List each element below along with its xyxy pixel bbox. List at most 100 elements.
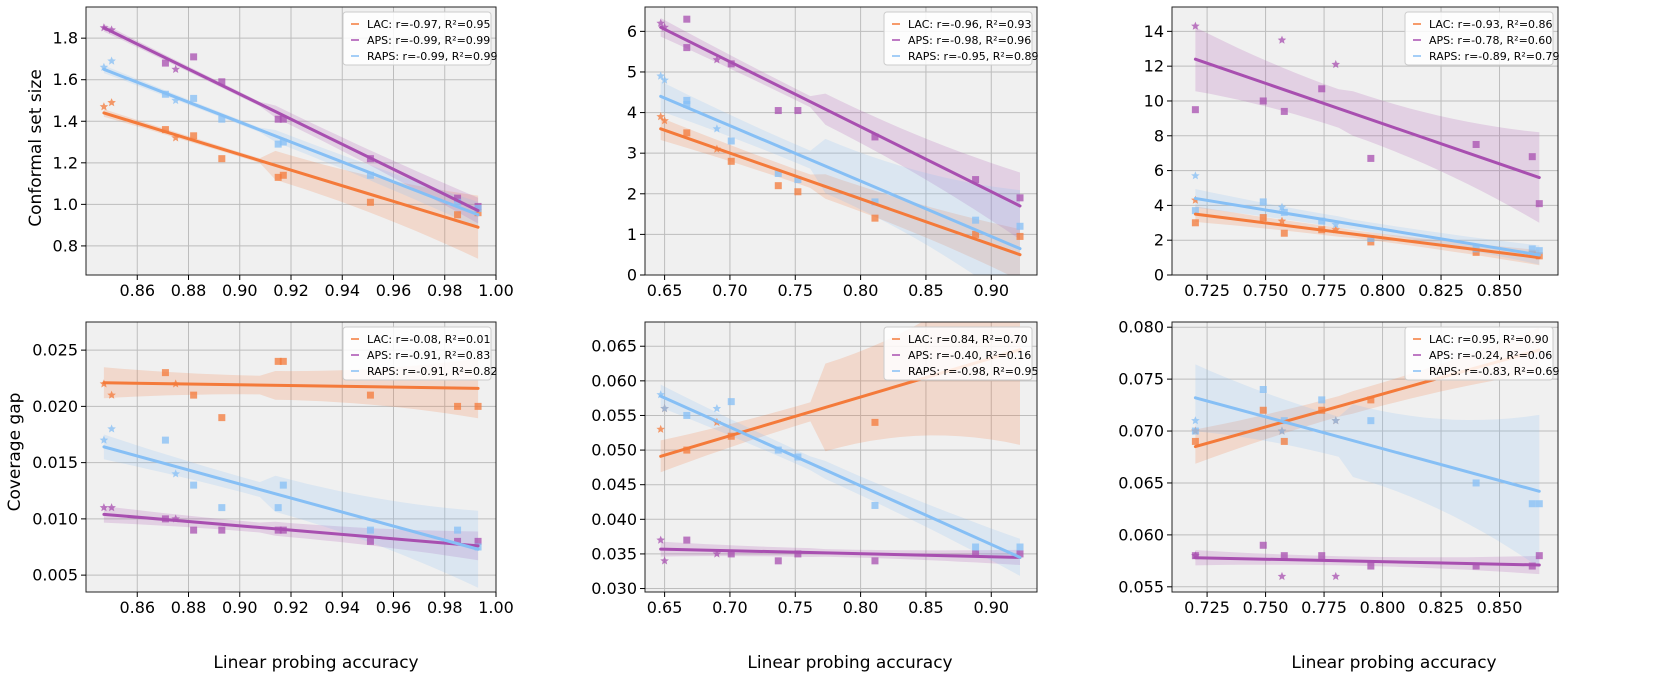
point-square-aps bbox=[972, 176, 980, 184]
plot-frame bbox=[1171, 321, 1559, 593]
confidence-band-raps bbox=[660, 384, 1020, 576]
point-square-raps bbox=[972, 543, 980, 551]
point-square-aps bbox=[454, 537, 462, 545]
y-tick-label: 0 bbox=[627, 266, 637, 285]
point-square-aps bbox=[871, 133, 879, 141]
plot-frame bbox=[644, 6, 1038, 276]
point-star-lac bbox=[171, 133, 180, 142]
fit-line-aps bbox=[1193, 57, 1541, 180]
confidence-band-lac bbox=[660, 117, 1020, 275]
point-square-raps bbox=[1191, 207, 1199, 215]
fit-line-lac bbox=[1193, 212, 1541, 260]
point-square-raps bbox=[871, 198, 879, 206]
point-square-raps bbox=[1318, 217, 1326, 225]
y-tick-label: 0.025 bbox=[32, 341, 78, 360]
x-tick-label: 0.96 bbox=[376, 598, 412, 617]
y-tick-label: 0.075 bbox=[1118, 370, 1164, 389]
x-tick-label: 1.00 bbox=[478, 598, 514, 617]
point-square-aps bbox=[1528, 153, 1536, 161]
point-star-raps bbox=[107, 424, 116, 433]
point-star-raps bbox=[1277, 426, 1287, 435]
point-square-raps bbox=[1259, 198, 1267, 206]
point-square-aps bbox=[1016, 194, 1024, 202]
point-square-lac bbox=[274, 173, 282, 181]
point-star-aps bbox=[1331, 571, 1340, 581]
point-square-aps bbox=[279, 115, 287, 123]
legend-box bbox=[1404, 11, 1554, 66]
point-square-aps bbox=[1535, 200, 1543, 208]
point-star-aps bbox=[1277, 35, 1287, 44]
point-square-raps bbox=[683, 411, 691, 419]
point-square-aps bbox=[474, 537, 482, 545]
legend: LAC: r=-0.93, R²=0.86 APS: r=-0.78, R²=0.… bbox=[1404, 11, 1560, 66]
y-tick-label: 5 bbox=[627, 62, 637, 81]
point-square-lac bbox=[1280, 229, 1288, 237]
point-star-aps bbox=[660, 22, 669, 31]
point-square-raps bbox=[1535, 500, 1543, 508]
y-tick-label: 0.015 bbox=[32, 453, 78, 472]
y-tick-label: 12 bbox=[1144, 57, 1164, 76]
point-square-aps bbox=[190, 526, 198, 534]
point-square-aps bbox=[1318, 552, 1326, 560]
point-square-lac bbox=[871, 214, 879, 222]
legend-label-aps: APS: r=-0.78, R²=0.60 bbox=[1429, 34, 1552, 47]
y-tick-label: 1.6 bbox=[53, 70, 78, 89]
x-tick-label: 0.70 bbox=[712, 281, 748, 300]
point-star-raps bbox=[99, 435, 109, 444]
point-square-raps bbox=[190, 94, 198, 102]
x-tick-label: 1.00 bbox=[478, 281, 514, 300]
x-tick-label: 0.775 bbox=[1301, 281, 1347, 300]
point-square-lac bbox=[190, 132, 198, 140]
legend-label-lac: LAC: r=-0.97, R²=0.95 bbox=[367, 18, 491, 31]
legend: LAC: r=0.95, R²=0.90 APS: r=-0.24, R²=0.0… bbox=[1404, 326, 1560, 381]
point-square-aps bbox=[1367, 154, 1375, 162]
point-star-aps bbox=[99, 503, 109, 512]
point-star-raps bbox=[107, 56, 116, 65]
y-tick-label: 0.045 bbox=[591, 475, 637, 494]
legend-label-lac: LAC: r=0.84, R²=0.70 bbox=[908, 333, 1028, 346]
y-tick-label: 3 bbox=[627, 144, 637, 163]
y-tick-label: 0.050 bbox=[591, 441, 637, 460]
point-star-raps bbox=[171, 96, 180, 105]
y-tick-label: 1.8 bbox=[53, 29, 78, 48]
y-tick-label: 2 bbox=[1154, 231, 1164, 250]
x-tick-label: 0.725 bbox=[1184, 598, 1230, 617]
x-tick-label: 0.90 bbox=[973, 281, 1009, 300]
point-square-raps bbox=[1528, 500, 1536, 508]
point-star-raps bbox=[712, 124, 722, 133]
point-square-lac bbox=[279, 357, 287, 365]
y-tick-label: 0.065 bbox=[1118, 473, 1164, 492]
panel-4: 0.86 0.88 0.90 0.92 0.94 0.96 0.98 1.00 0.005 0.0… bbox=[32, 321, 514, 617]
point-star-aps bbox=[712, 55, 722, 64]
fit-line-raps bbox=[659, 94, 1022, 251]
point-square-aps bbox=[1016, 550, 1024, 558]
y-tick-label: 1.4 bbox=[53, 112, 78, 131]
point-star-raps bbox=[660, 404, 669, 413]
legend-box bbox=[1404, 326, 1554, 381]
point-square-lac bbox=[972, 230, 980, 238]
y-tick-label: 0.020 bbox=[32, 397, 78, 416]
point-square-raps bbox=[1367, 417, 1375, 425]
y-tick-label: 0.8 bbox=[53, 236, 78, 255]
point-square-aps bbox=[774, 557, 782, 565]
point-square-aps bbox=[190, 53, 198, 61]
legend: LAC: r=-0.96, R²=0.93 APS: r=-0.98, R²=0.… bbox=[883, 11, 1039, 66]
point-square-lac bbox=[1367, 396, 1375, 404]
y-tick-label: 1.2 bbox=[53, 153, 78, 172]
point-square-aps bbox=[794, 550, 802, 558]
y-tick-label: 6 bbox=[1154, 161, 1164, 180]
x-tick-label: 0.92 bbox=[273, 598, 309, 617]
legend-label-raps: RAPS: r=-0.83, R²=0.69 bbox=[1429, 365, 1560, 378]
point-star-raps bbox=[1191, 171, 1200, 180]
y-tick-label: 1 bbox=[627, 225, 637, 244]
panel-6: 0.725 0.750 0.775 0.800 0.825 0.850 0.055 0.060… bbox=[1118, 318, 1559, 617]
y-tick-label: 0.055 bbox=[591, 406, 637, 425]
point-star-aps bbox=[712, 549, 722, 558]
x-tick-label: 0.85 bbox=[908, 598, 944, 617]
legend-label-raps: RAPS: r=-0.98, R²=0.95 bbox=[908, 365, 1039, 378]
point-square-lac bbox=[1259, 406, 1267, 414]
panel-1: 0.86 0.88 0.90 0.92 0.94 0.96 0.98 1.00 0.8 1.0 1.… bbox=[53, 6, 514, 300]
x-tick-label: 0.94 bbox=[324, 598, 360, 617]
point-square-lac bbox=[279, 171, 287, 179]
legend-label-aps: APS: r=-0.98, R²=0.96 bbox=[908, 34, 1031, 47]
